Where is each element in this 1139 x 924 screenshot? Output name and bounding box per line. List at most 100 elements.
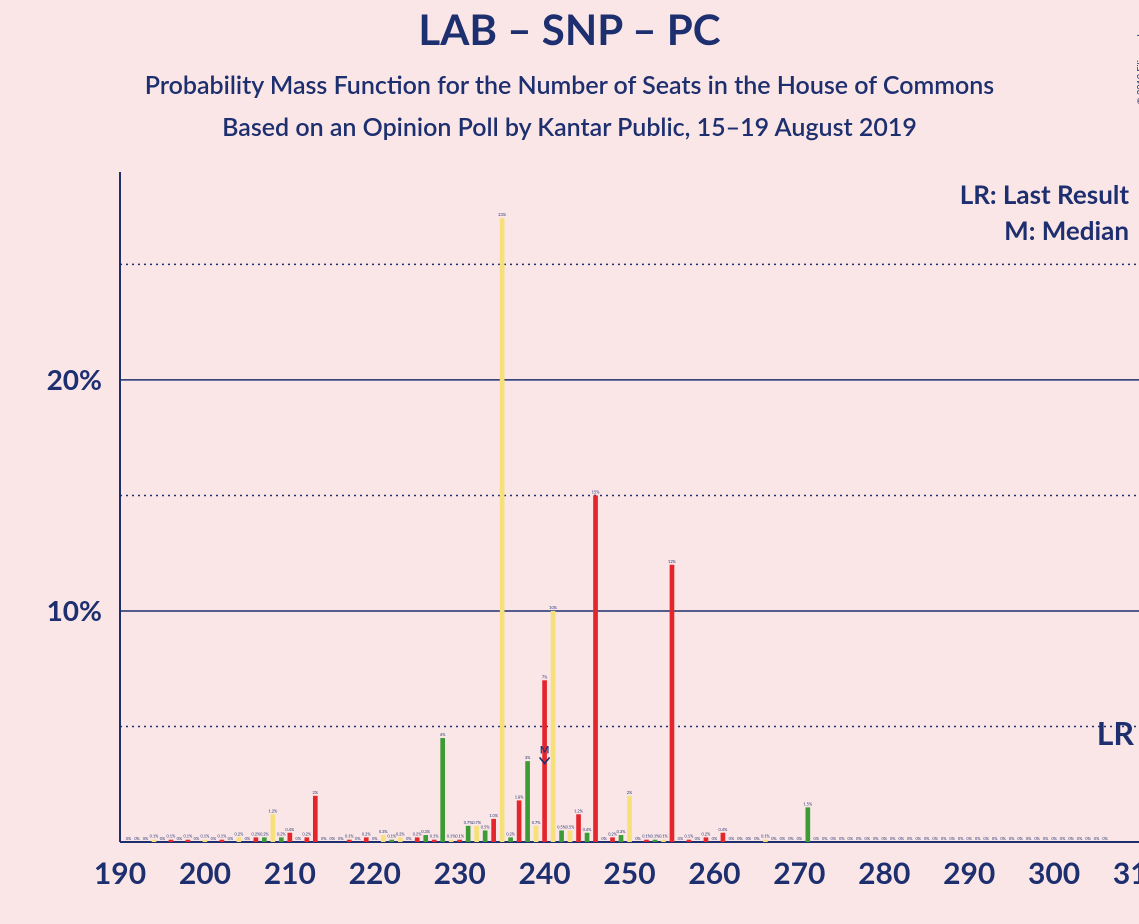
bar-label: 0% bbox=[737, 836, 743, 841]
bar-label: 0.2% bbox=[396, 831, 406, 836]
bar bbox=[483, 830, 488, 842]
bar-label: 2% bbox=[627, 790, 633, 795]
bar bbox=[619, 835, 624, 842]
bar bbox=[517, 800, 522, 842]
bar-label: 0.2% bbox=[234, 831, 244, 836]
bar-label: 0.7% bbox=[532, 820, 542, 825]
bar-label: 0% bbox=[915, 836, 921, 841]
bar-label: 0% bbox=[881, 836, 887, 841]
bar bbox=[415, 837, 420, 842]
bar-label: 0% bbox=[932, 836, 938, 841]
bar-label: 0.1% bbox=[659, 834, 669, 839]
bar bbox=[364, 837, 369, 842]
bar bbox=[220, 840, 225, 842]
bar-label: 15% bbox=[592, 489, 601, 494]
bar-label: 1.2% bbox=[574, 808, 584, 813]
bar-label: 0.2% bbox=[506, 831, 516, 836]
bar-label: 0% bbox=[898, 836, 904, 841]
bar bbox=[262, 837, 267, 842]
bar-label: 1.2% bbox=[268, 808, 278, 813]
bar-label: 0% bbox=[949, 836, 955, 841]
bar-label: 0.2% bbox=[277, 831, 287, 836]
bar bbox=[313, 796, 318, 842]
bar-label: 0.4% bbox=[583, 827, 593, 832]
bar-label: 0% bbox=[245, 836, 251, 841]
bar-label: 0.2% bbox=[702, 831, 712, 836]
bar-label: 0% bbox=[839, 836, 845, 841]
bar-label: 0% bbox=[890, 836, 896, 841]
bar bbox=[254, 837, 259, 842]
x-axis-label: 210 bbox=[264, 855, 316, 891]
bar-label: 0.1% bbox=[345, 834, 355, 839]
bar bbox=[610, 837, 615, 842]
bar bbox=[203, 840, 208, 842]
bar-label: 0% bbox=[228, 836, 234, 841]
bar-label: 0% bbox=[907, 836, 913, 841]
x-axis-label: 240 bbox=[518, 855, 570, 891]
bar bbox=[653, 840, 658, 842]
bar-label: 0% bbox=[831, 836, 837, 841]
bar-label: 0% bbox=[194, 836, 200, 841]
bar-label: 0% bbox=[678, 836, 684, 841]
bar-label: 0% bbox=[788, 836, 794, 841]
bar-label: 0.1% bbox=[685, 834, 695, 839]
y-axis-label: 10% bbox=[47, 593, 102, 627]
pmf-chart: 10%20%1902002102202302402502602702802903… bbox=[0, 0, 1139, 924]
bar bbox=[389, 840, 394, 842]
bar-label: 1.8% bbox=[515, 794, 525, 799]
bar-label: 0% bbox=[1009, 836, 1015, 841]
bar bbox=[644, 840, 649, 842]
bar bbox=[423, 835, 428, 842]
bar-label: 0% bbox=[754, 836, 760, 841]
bar-label: 0% bbox=[712, 836, 718, 841]
x-axis-label: 300 bbox=[1028, 855, 1080, 891]
bar bbox=[763, 840, 768, 842]
bar-label: 0.5% bbox=[481, 824, 491, 829]
bar-label: 0% bbox=[1000, 836, 1006, 841]
bar bbox=[500, 218, 505, 842]
bar-label: 0.1% bbox=[201, 834, 211, 839]
x-axis-label: 230 bbox=[434, 855, 486, 891]
bar bbox=[525, 761, 530, 842]
bar-label: 0% bbox=[983, 836, 989, 841]
legend-lr: LR: Last Result bbox=[960, 178, 1130, 210]
bar bbox=[186, 840, 191, 842]
bar-label: 0% bbox=[780, 836, 786, 841]
x-axis-label: 290 bbox=[943, 855, 995, 891]
bar-label: 0% bbox=[1026, 836, 1032, 841]
bar-label: 0% bbox=[338, 836, 344, 841]
bar-label: 0% bbox=[873, 836, 879, 841]
bar-label: 0.1% bbox=[430, 834, 440, 839]
bar-label: 0.4% bbox=[285, 827, 295, 832]
x-axis-label: 270 bbox=[773, 855, 825, 891]
x-axis-label: 250 bbox=[603, 855, 655, 891]
bar-label: 0% bbox=[1102, 836, 1108, 841]
bar bbox=[593, 495, 598, 842]
bar bbox=[721, 833, 726, 842]
bar-label: 0.2% bbox=[302, 831, 312, 836]
y-axis-label: 20% bbox=[47, 362, 102, 396]
bar-label: 0% bbox=[134, 836, 140, 841]
bar-label: 0% bbox=[1085, 836, 1091, 841]
bar bbox=[152, 840, 157, 842]
bar-label: 0% bbox=[321, 836, 327, 841]
legend-m: M: Median bbox=[1004, 214, 1129, 246]
bar-label: 0.1% bbox=[218, 834, 228, 839]
bar bbox=[534, 826, 539, 842]
bar-label: 0% bbox=[635, 836, 641, 841]
bar-label: 0% bbox=[856, 836, 862, 841]
bar bbox=[466, 826, 471, 842]
bar-label: 0% bbox=[1051, 836, 1057, 841]
bar-label: 1.0% bbox=[489, 813, 499, 818]
bar-label: 10% bbox=[549, 605, 558, 610]
bar bbox=[585, 833, 590, 842]
bar-label: 0% bbox=[1017, 836, 1023, 841]
bar-label: 0% bbox=[865, 836, 871, 841]
bar-label: 12% bbox=[668, 559, 677, 564]
bar-label: 0% bbox=[143, 836, 149, 841]
bar bbox=[627, 796, 632, 842]
bar bbox=[670, 565, 675, 842]
bar bbox=[432, 840, 437, 842]
bar-label: 4% bbox=[440, 732, 446, 737]
bar-label: 0% bbox=[941, 836, 947, 841]
